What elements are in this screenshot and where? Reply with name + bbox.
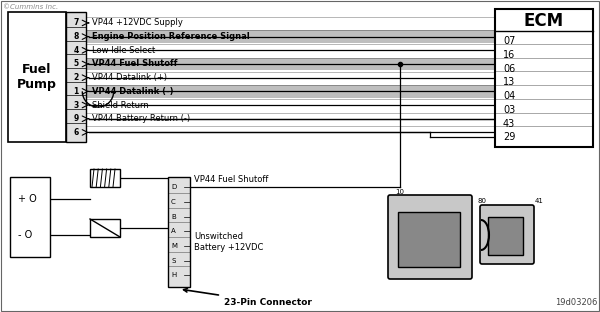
- Text: + O: + O: [18, 194, 37, 204]
- Text: D: D: [171, 184, 176, 190]
- Text: 80: 80: [478, 198, 487, 204]
- Text: VP44 Battery Return (-): VP44 Battery Return (-): [92, 114, 190, 123]
- Text: 23-Pin Connector: 23-Pin Connector: [184, 289, 312, 307]
- Text: A: A: [171, 228, 176, 234]
- Text: C: C: [171, 199, 176, 205]
- FancyBboxPatch shape: [388, 195, 472, 279]
- Bar: [168, 177, 190, 287]
- Text: 04: 04: [503, 91, 515, 101]
- Text: 6: 6: [73, 128, 79, 137]
- Text: VP44 Datalink (-): VP44 Datalink (-): [92, 87, 173, 96]
- Text: ©Cummins Inc.: ©Cummins Inc.: [3, 4, 58, 10]
- Text: Low Idle Select: Low Idle Select: [92, 46, 155, 55]
- Text: 8: 8: [73, 32, 79, 41]
- Text: H: H: [171, 272, 176, 278]
- Text: B: B: [171, 214, 176, 220]
- Text: 2: 2: [73, 73, 79, 82]
- Text: 5: 5: [73, 60, 79, 69]
- Text: VP44 Datalink (+): VP44 Datalink (+): [92, 73, 167, 82]
- Text: - O: - O: [18, 230, 32, 240]
- Text: 07: 07: [503, 36, 515, 46]
- Bar: [90, 219, 120, 237]
- Text: 16: 16: [503, 50, 515, 60]
- Text: 41: 41: [535, 198, 544, 204]
- Text: 19d03206: 19d03206: [554, 298, 597, 307]
- Text: 10: 10: [395, 189, 404, 195]
- Text: ECM: ECM: [524, 12, 564, 30]
- Text: 1: 1: [73, 87, 79, 96]
- Text: 06: 06: [503, 64, 515, 74]
- Bar: [86, 58, 495, 70]
- Bar: [10, 177, 50, 257]
- Bar: [86, 31, 495, 43]
- Text: 9: 9: [73, 114, 79, 123]
- Text: 4: 4: [73, 46, 79, 55]
- Text: S: S: [171, 258, 175, 264]
- Text: VP44 Fuel Shutoff: VP44 Fuel Shutoff: [194, 175, 268, 184]
- Text: 13: 13: [503, 77, 515, 87]
- Bar: [90, 169, 120, 187]
- Text: Shield Return: Shield Return: [92, 100, 149, 110]
- Bar: [398, 212, 460, 267]
- Text: 3: 3: [73, 100, 79, 110]
- Text: Fuel
Pump: Fuel Pump: [17, 63, 57, 91]
- Text: 03: 03: [503, 105, 515, 115]
- Text: Unswitched
Battery +12VDC: Unswitched Battery +12VDC: [194, 232, 263, 252]
- Text: 43: 43: [503, 119, 515, 129]
- Bar: [8, 12, 66, 142]
- Text: Engine Position Reference Signal: Engine Position Reference Signal: [92, 32, 250, 41]
- Text: VP44 +12VDC Supply: VP44 +12VDC Supply: [92, 18, 183, 27]
- Text: VP44 Fuel Shutoff: VP44 Fuel Shutoff: [92, 60, 178, 69]
- Bar: [495, 9, 593, 147]
- Text: 29: 29: [503, 132, 515, 142]
- FancyBboxPatch shape: [480, 205, 534, 264]
- Bar: [66, 12, 86, 142]
- Text: M: M: [171, 243, 177, 249]
- Text: 7: 7: [73, 18, 79, 27]
- Bar: [488, 217, 523, 255]
- Bar: [86, 85, 495, 98]
